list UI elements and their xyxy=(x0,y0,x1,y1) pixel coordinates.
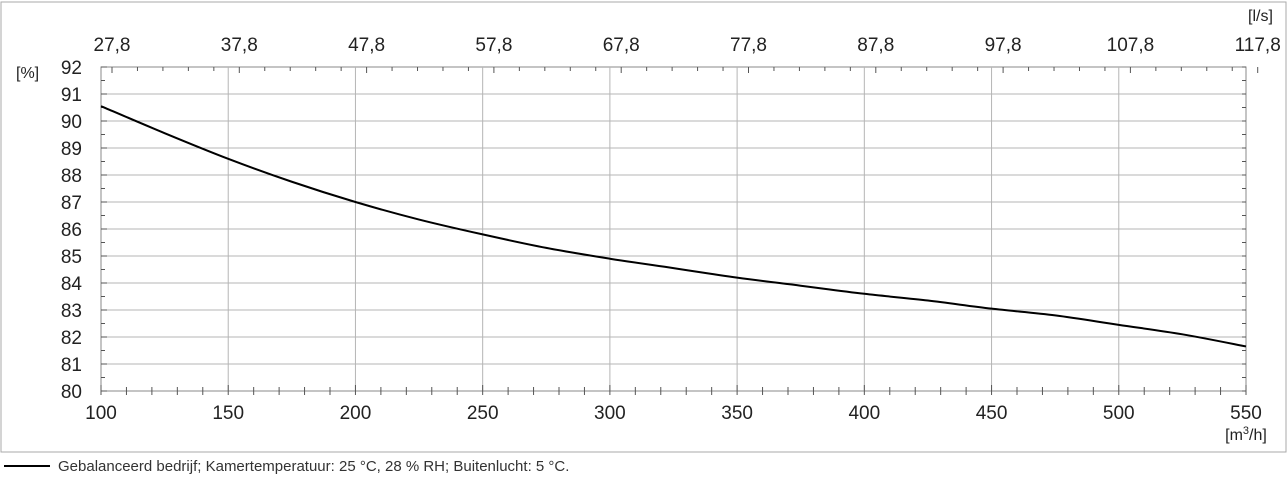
x-tick-label: 400 xyxy=(848,403,880,424)
series-line-efficiency xyxy=(100,105,1247,348)
y-tick-label: 89 xyxy=(61,139,82,160)
y-tick-label: 84 xyxy=(61,274,83,295)
top-axis-tick-label: 57,8 xyxy=(475,35,512,56)
x-tick-label: 250 xyxy=(467,403,499,424)
y-axis-tick-labels: 80 81 82 83 84 85 86 87 88 89 90 91 92 xyxy=(61,58,83,403)
top-axis-tick-label: 117,8 xyxy=(1235,35,1281,56)
top-axis-tick-label: 67,8 xyxy=(603,35,640,56)
x-tick-label: 450 xyxy=(976,403,1008,424)
y-tick-label: 85 xyxy=(61,247,82,268)
y-tick-label: 87 xyxy=(61,193,82,214)
top-axis-tick-label: 37,8 xyxy=(221,35,258,56)
y-axis-unit-label: [%] xyxy=(16,65,39,82)
minor-ticks xyxy=(100,66,1259,395)
y-tick-label: 88 xyxy=(61,166,82,187)
top-axis-tick-label: 27,8 xyxy=(94,35,131,56)
x-tick-label: 200 xyxy=(340,403,372,424)
y-tick-label: 82 xyxy=(61,328,82,349)
x-tick-label: 300 xyxy=(594,403,626,424)
top-axis-tick-labels: 27,8 37,8 47,8 57,8 67,8 77,8 87,8 97,8 107,8 117… xyxy=(94,35,1281,56)
grid-lines xyxy=(101,67,1246,391)
legend-label: Gebalanceerd bedrijf; Kamertemperatuur: … xyxy=(58,457,570,475)
y-tick-label: 92 xyxy=(61,58,82,79)
chart-border xyxy=(0,1,1287,453)
y-tick-label: 91 xyxy=(61,85,82,106)
top-axis-tick-label: 77,8 xyxy=(730,35,767,56)
x-tick-label: 100 xyxy=(85,403,117,424)
x-tick-label: 500 xyxy=(1103,403,1135,424)
x-tick-label: 550 xyxy=(1230,403,1262,424)
y-tick-label: 81 xyxy=(61,355,82,376)
y-tick-label: 80 xyxy=(61,382,82,403)
x-axis-unit-label: [m3/h] xyxy=(1225,425,1267,444)
legend-line-swatch xyxy=(4,465,50,467)
efficiency-chart: 100 150 200 250 300 350 400 450 500 550 27,8 37,8 4… xyxy=(0,1,1287,453)
top-axis-unit-label: [l/s] xyxy=(1248,8,1273,25)
top-axis-tick-label: 107,8 xyxy=(1107,35,1155,56)
x-axis-tick-labels: 100 150 200 250 300 350 400 450 500 550 xyxy=(85,403,1262,424)
x-tick-label: 150 xyxy=(212,403,244,424)
top-axis-tick-label: 97,8 xyxy=(985,35,1022,56)
top-axis-tick-label: 87,8 xyxy=(857,35,894,56)
y-tick-label: 90 xyxy=(61,112,82,133)
top-axis-tick-label: 47,8 xyxy=(348,35,385,56)
legend: Gebalanceerd bedrijf; Kamertemperatuur: … xyxy=(4,455,569,477)
y-tick-label: 86 xyxy=(61,220,82,241)
y-tick-label: 83 xyxy=(61,301,82,322)
x-tick-label: 350 xyxy=(721,403,753,424)
